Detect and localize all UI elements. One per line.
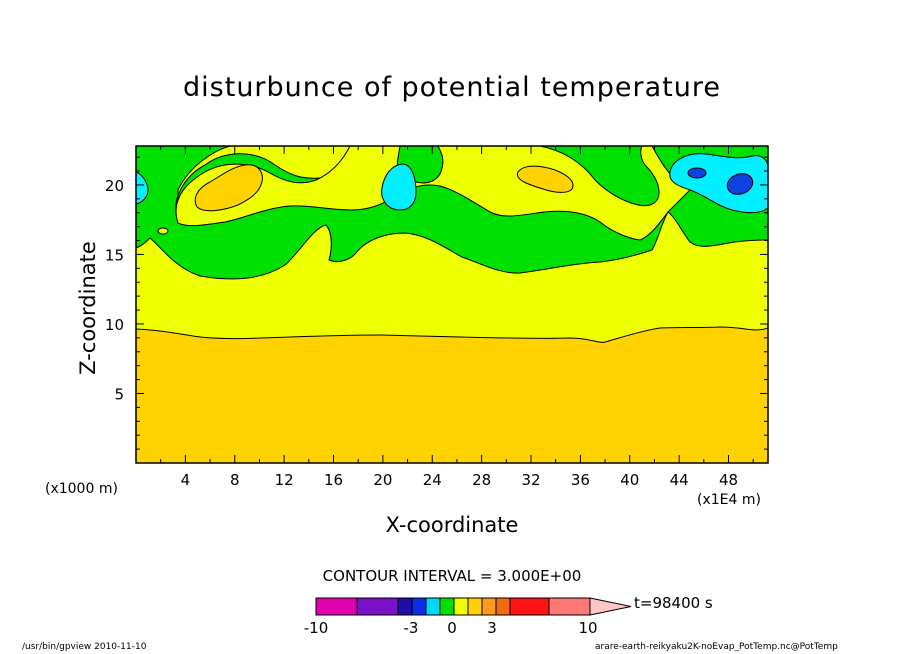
colorbar-tick-label: 3: [487, 619, 497, 637]
x-tick-label: 8: [230, 471, 240, 489]
contour-layers: [136, 146, 768, 463]
contour-fills: [136, 146, 768, 463]
x-tick-label: 16: [324, 471, 343, 489]
colorbar-segment: [481, 597, 497, 616]
x-unit-label: (x1000 m): [45, 481, 118, 497]
colorbar-segment: [453, 597, 469, 616]
colorbar-segment: [495, 597, 511, 616]
x-tick-label: 28: [472, 471, 491, 489]
plot-frame: [135, 145, 769, 464]
chart-title: disturbunce of potential temperature: [183, 72, 721, 103]
field-level-4-left: [136, 171, 149, 205]
field-level-2-dot: [157, 227, 169, 235]
field-level-5-large: [726, 173, 754, 195]
x-scale-label: (x1E4 m): [697, 492, 761, 508]
field-warm-patch-right: [516, 165, 574, 193]
field-lowest: [136, 326, 768, 463]
time-label: t=98400 s: [634, 594, 713, 612]
field-warm-patch-left: [194, 164, 263, 212]
colorbar-segment: [356, 597, 399, 616]
colorbar-tick-label: 0: [447, 619, 457, 637]
footer-left: /usr/bin/gpview 2010-11-10: [22, 642, 147, 652]
x-tick-label: 12: [275, 471, 294, 489]
field-level-4-mid: [381, 163, 417, 211]
x-tick-label: 32: [521, 471, 540, 489]
colorbar-tick-label: -3: [404, 619, 419, 637]
y-tick-label: 5: [114, 385, 124, 403]
x-tick-label: 20: [373, 471, 392, 489]
colorbar-tick-label: 10: [578, 619, 597, 637]
y-tick-label: 15: [105, 246, 124, 264]
x-tick-label: 36: [571, 471, 590, 489]
x-tick-label: 44: [670, 471, 689, 489]
colorbar-segment: [439, 597, 455, 616]
footer-right: arare-earth-reikyaku2K-noEvap_PotTemp.nc…: [595, 642, 838, 652]
colorbar-segment: [411, 597, 427, 616]
colorbar-segment: [397, 597, 413, 616]
colorbar-segment: [509, 597, 550, 616]
y-axis-label: Z-coordinate: [76, 241, 100, 375]
colorbar: -10 -3 0 3 10: [304, 597, 632, 637]
field-level-5-small: [687, 167, 707, 179]
x-tick-label: 24: [423, 471, 442, 489]
x-tick-label: 40: [620, 471, 639, 489]
contour-interval-label: CONTOUR INTERVAL = 3.000E+00: [322, 567, 582, 585]
y-tick-label: 10: [105, 316, 124, 334]
x-axis-label: X-coordinate: [385, 513, 519, 537]
x-tick-label: 4: [181, 471, 191, 489]
colorbar-tick-label: -10: [304, 619, 329, 637]
colorbar-segment: [467, 597, 483, 616]
y-tick-label: 20: [105, 177, 124, 195]
colorbar-segment: [548, 597, 591, 616]
colorbar-extension: [589, 597, 632, 616]
x-tick-label: 48: [719, 471, 738, 489]
colorbar-segment: [315, 597, 358, 616]
colorbar-segment: [425, 597, 441, 616]
